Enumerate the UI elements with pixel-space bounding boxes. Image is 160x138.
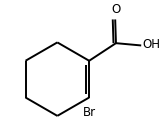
Text: Br: Br (83, 106, 96, 119)
Text: O: O (111, 3, 121, 16)
Text: OH: OH (142, 38, 160, 51)
